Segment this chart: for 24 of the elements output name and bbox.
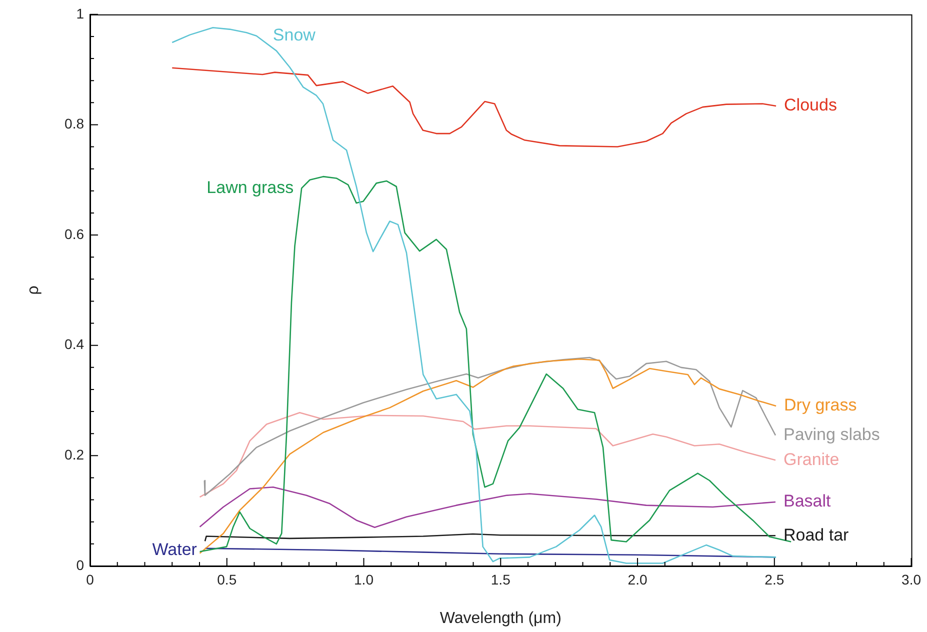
series-label: Dry grass — [784, 396, 857, 415]
y-tick-label: 0.8 — [64, 116, 84, 132]
series-label: Clouds — [784, 96, 837, 115]
series-label: Basalt — [783, 492, 832, 511]
y-tick-label: 0.6 — [64, 226, 84, 242]
series-label: Granite — [783, 450, 840, 469]
y-tick-label: 0 — [76, 556, 84, 573]
x-tick-label: 2.5 — [764, 571, 784, 588]
y-tick-label: 0.4 — [64, 336, 84, 352]
x-tick-label: 2.0 — [628, 571, 648, 588]
series-label: Paving slabs — [783, 424, 880, 444]
x-tick-label: 0.5 — [217, 571, 237, 588]
series-label: Road tar — [783, 525, 850, 544]
series-label: Lawn grass — [206, 178, 294, 197]
series-label: Snow — [272, 25, 316, 44]
x-tick-label: 0 — [86, 571, 94, 588]
x-tick-label: 1.0 — [354, 571, 374, 588]
y-axis-title: ρ — [25, 286, 42, 295]
x-axis-title: Wavelength (μm) — [440, 610, 562, 627]
x-tick-label: 1.5 — [490, 571, 511, 588]
x-tick-label: 3.0 — [902, 571, 922, 588]
y-tick-label: 0.2 — [64, 446, 84, 463]
series-label: Water — [152, 540, 198, 560]
y-tick-label: 1 — [76, 5, 84, 22]
